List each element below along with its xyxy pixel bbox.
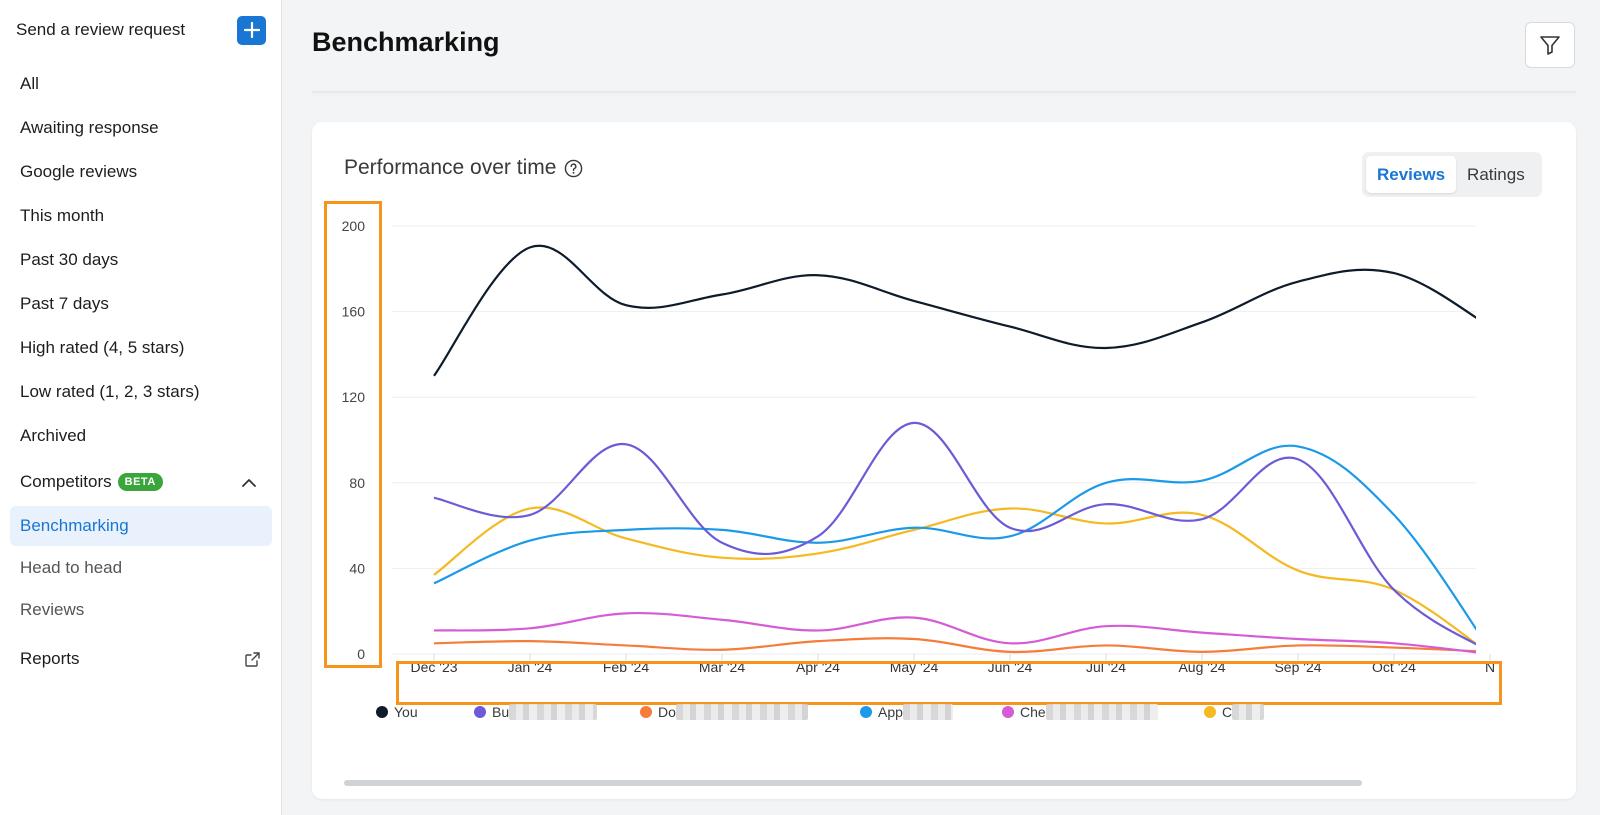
- filter-icon: [1540, 36, 1560, 55]
- send-review-request-label[interactable]: Send a review request: [16, 20, 186, 39]
- series-line-do: [433, 637, 1476, 654]
- card-title: Performance over time: [344, 156, 583, 180]
- y-tick-label: 120: [342, 389, 366, 405]
- add-review-request-button[interactable]: [237, 15, 266, 45]
- redacted-name: [509, 704, 598, 720]
- sidebar-item-all[interactable]: All: [20, 74, 39, 93]
- y-tick-label: 40: [349, 560, 365, 576]
- x-tick-label: N: [1485, 659, 1495, 675]
- competitors-label: Competitors: [20, 472, 112, 491]
- series-line-c: [433, 506, 1476, 646]
- filter-button[interactable]: [1525, 22, 1575, 68]
- y-tick-label: 160: [342, 304, 366, 320]
- plus-icon: [243, 22, 260, 38]
- legend-item[interactable]: Che: [1002, 704, 1158, 720]
- send-review-request-row[interactable]: Send a review request: [16, 14, 266, 46]
- page-title: Benchmarking: [312, 27, 500, 57]
- legend-label: Do: [658, 704, 676, 720]
- sidebar-item-this-month[interactable]: This month: [20, 206, 105, 225]
- legend-item[interactable]: Bu: [474, 704, 598, 720]
- redacted-name: [902, 704, 953, 720]
- series-line-app: [433, 444, 1476, 631]
- help-icon[interactable]: [564, 159, 583, 178]
- y-axis-highlight: [324, 201, 382, 668]
- sidebar-item-awaiting-response[interactable]: Awaiting response: [20, 118, 159, 137]
- redacted-name: [1045, 704, 1158, 720]
- sidebar-item-archived[interactable]: Archived: [20, 426, 87, 445]
- legend-item[interactable]: You: [376, 704, 418, 720]
- y-tick-label: 200: [342, 218, 366, 234]
- legend-swatch: [1002, 706, 1014, 718]
- sidebar-item-benchmarking[interactable]: Benchmarking: [10, 506, 272, 546]
- legend-item[interactable]: C: [1204, 704, 1265, 720]
- performance-card: Performance over time Reviews Ratings 0 4…: [312, 122, 1576, 799]
- legend-item[interactable]: App: [860, 704, 953, 720]
- sidebar-nav: All Awaiting response Google reviews Thi…: [0, 62, 282, 684]
- legend-swatch: [474, 706, 486, 718]
- redacted-name: [675, 704, 808, 720]
- legend-label: C: [1222, 704, 1233, 720]
- series-line-che: [433, 611, 1476, 654]
- legend-swatch: [640, 706, 652, 718]
- horizontal-scrollbar[interactable]: [344, 780, 1362, 786]
- chart-legend: You Bu Do App Che C: [376, 704, 1526, 726]
- sidebar-item-high-rated[interactable]: High rated (4, 5 stars): [20, 338, 185, 357]
- sidebar-item-google-reviews[interactable]: Google reviews: [20, 162, 138, 181]
- series-line-bu: [433, 421, 1476, 646]
- y-tick-label: 0: [357, 646, 365, 662]
- y-tick-label: 80: [349, 475, 365, 491]
- competitors-section-toggle[interactable]: Competitors BETA: [0, 458, 282, 506]
- legend-swatch: [376, 706, 388, 718]
- legend-label: App: [878, 704, 903, 720]
- chevron-up-icon[interactable]: [238, 471, 260, 493]
- external-link-icon: [245, 651, 260, 667]
- legend-swatch: [860, 706, 872, 718]
- legend-item[interactable]: Do: [640, 704, 808, 720]
- beta-badge: BETA: [117, 473, 163, 491]
- x-axis-highlight: [396, 661, 1502, 705]
- sidebar-item-past-7-days[interactable]: Past 7 days: [20, 294, 109, 313]
- sidebar: Send a review request All Awaiting respo…: [0, 0, 282, 815]
- reviews-toggle-button[interactable]: Reviews: [1366, 156, 1457, 193]
- legend-label: Che: [1020, 704, 1046, 720]
- redacted-name: [1232, 704, 1265, 720]
- sidebar-item-past-30-days[interactable]: Past 30 days: [20, 250, 119, 269]
- performance-title: Performance over time: [344, 156, 557, 179]
- legend-label: You: [394, 704, 418, 720]
- metric-toggle: Reviews Ratings: [1362, 152, 1542, 197]
- reports-label: Reports: [20, 649, 80, 668]
- legend-swatch: [1204, 706, 1216, 718]
- sidebar-item-reviews[interactable]: Reviews: [20, 600, 85, 619]
- series-line-you: [433, 244, 1476, 377]
- sidebar-item-head-to-head[interactable]: Head to head: [20, 558, 123, 577]
- sidebar-item-reports[interactable]: Reports: [0, 634, 282, 684]
- sidebar-item-low-rated[interactable]: Low rated (1, 2, 3 stars): [20, 382, 200, 401]
- header-divider: [312, 91, 1576, 93]
- ratings-toggle-button[interactable]: Ratings: [1467, 164, 1525, 184]
- legend-label: Bu: [492, 704, 510, 720]
